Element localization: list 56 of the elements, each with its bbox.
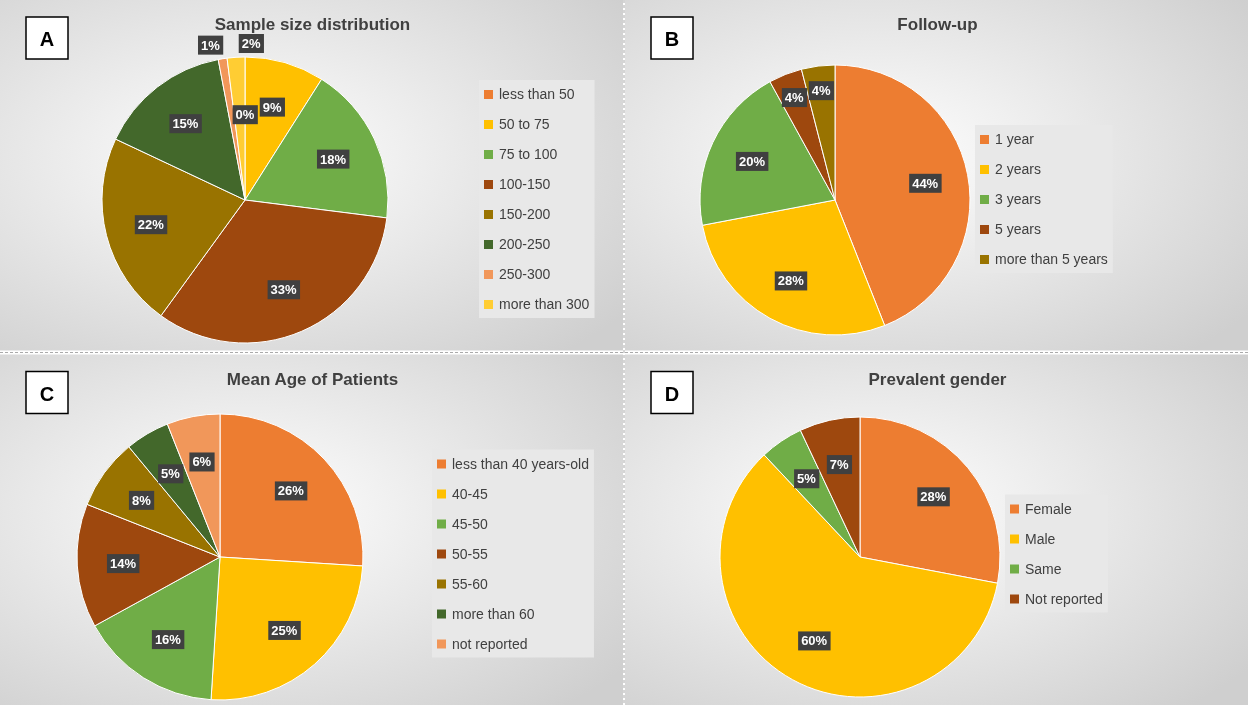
data-label: 5% bbox=[161, 466, 181, 482]
data-label: 1% bbox=[200, 37, 221, 53]
data-label: 9% bbox=[262, 99, 282, 115]
legend-label: 5 years bbox=[995, 221, 1041, 237]
legend-label: more than 5 years bbox=[995, 251, 1108, 267]
text: A bbox=[39, 28, 55, 50]
legend-label: 50-55 bbox=[452, 545, 489, 562]
legend-label: less than 50 bbox=[499, 86, 575, 102]
legend-label: 250-300 bbox=[499, 266, 551, 282]
text: D bbox=[664, 382, 680, 405]
data-label: 16% bbox=[154, 632, 182, 648]
data-label: 22% bbox=[137, 217, 165, 233]
legend-label: 200-250 bbox=[499, 236, 551, 252]
data-label: 25% bbox=[271, 622, 298, 638]
data-label: 33% bbox=[270, 282, 298, 298]
chart-title: Prevalent gender bbox=[868, 369, 1007, 389]
text: 0% bbox=[235, 107, 255, 123]
legend-label: 45-50 bbox=[452, 515, 489, 532]
legend-label: 3 years bbox=[995, 191, 1041, 207]
data-label: 44% bbox=[912, 175, 939, 191]
data-label: 15% bbox=[172, 116, 199, 132]
legend-label: more than 60 bbox=[452, 605, 535, 622]
data-label: 8% bbox=[131, 492, 152, 508]
legend-label: 150-200 bbox=[499, 206, 551, 222]
legend-label: 1 year bbox=[995, 131, 1035, 147]
text: C bbox=[39, 382, 55, 405]
data-label: 2% bbox=[241, 36, 261, 52]
chart-title: Mean Age of Patients bbox=[226, 369, 399, 389]
data-label: 28% bbox=[777, 273, 805, 289]
data-label: 26% bbox=[277, 483, 305, 499]
data-label: 28% bbox=[920, 489, 947, 505]
legend-label: Male bbox=[1025, 530, 1056, 547]
data-label: 6% bbox=[192, 454, 212, 470]
data-label: 14% bbox=[109, 556, 137, 572]
text: B bbox=[664, 28, 680, 50]
chart-title: Follow-up bbox=[897, 15, 978, 34]
legend-label: Female bbox=[1025, 500, 1072, 517]
data-label: 5% bbox=[797, 471, 817, 487]
legend-label: Same bbox=[1025, 560, 1062, 577]
data-label: 4% bbox=[811, 83, 831, 99]
legend-label: 2 years bbox=[995, 161, 1041, 177]
legend-label: less than 40 years-old bbox=[452, 455, 589, 472]
chart-title: Sample size distribution bbox=[214, 15, 411, 34]
data-label: 18% bbox=[319, 151, 347, 167]
data-label: 7% bbox=[829, 457, 850, 473]
legend-label: 40-45 bbox=[452, 485, 489, 502]
legend-label: 55-60 bbox=[452, 575, 489, 592]
legend-label: not reported bbox=[452, 635, 528, 652]
data-label: 4% bbox=[784, 90, 805, 106]
data-label: 60% bbox=[801, 633, 828, 649]
legend-label: 75 to 100 bbox=[499, 146, 558, 162]
legend-label: 50 to 75 bbox=[499, 116, 550, 132]
legend-label: 100-150 bbox=[499, 176, 551, 192]
legend-label: Not reported bbox=[1025, 590, 1103, 607]
data-label: 20% bbox=[738, 153, 766, 169]
legend-label: more than 300 bbox=[499, 296, 590, 312]
